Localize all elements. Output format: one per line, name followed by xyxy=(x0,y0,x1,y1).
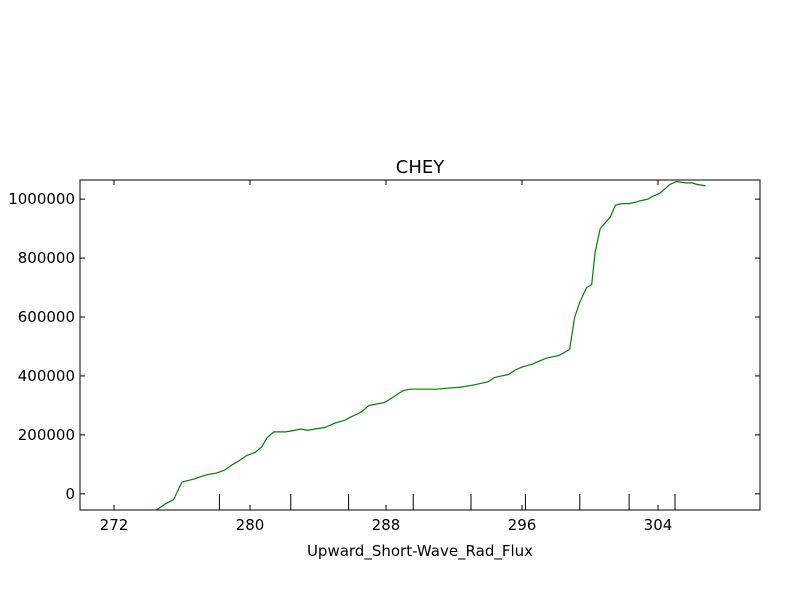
y-tick-label: 200000 xyxy=(18,426,75,444)
x-axis-label: Upward_Short-Wave_Rad_Flux xyxy=(307,542,533,561)
y-tick-label: 800000 xyxy=(18,249,75,267)
series-layer xyxy=(153,180,706,510)
x-tick-label: 272 xyxy=(100,516,129,534)
y-tick-label: 1000000 xyxy=(8,190,75,208)
y-tick-label: 400000 xyxy=(18,367,75,385)
x-tick-label: 296 xyxy=(508,516,537,534)
plot-background xyxy=(80,180,760,510)
axes-layer: 272 280 288 296 304 0 200000 400000 600000 800000… xyxy=(8,179,761,534)
x-tick-label: 288 xyxy=(372,516,401,534)
plot-area xyxy=(80,180,760,510)
x-tick-label: 304 xyxy=(644,516,673,534)
plot-frame xyxy=(79,179,761,511)
chart-title: CHEY xyxy=(396,157,445,178)
x-tick-label: 280 xyxy=(236,516,265,534)
y-tick-label: 0 xyxy=(65,485,75,503)
y-tick-label: 600000 xyxy=(18,308,75,326)
series-line-0 xyxy=(153,180,706,510)
